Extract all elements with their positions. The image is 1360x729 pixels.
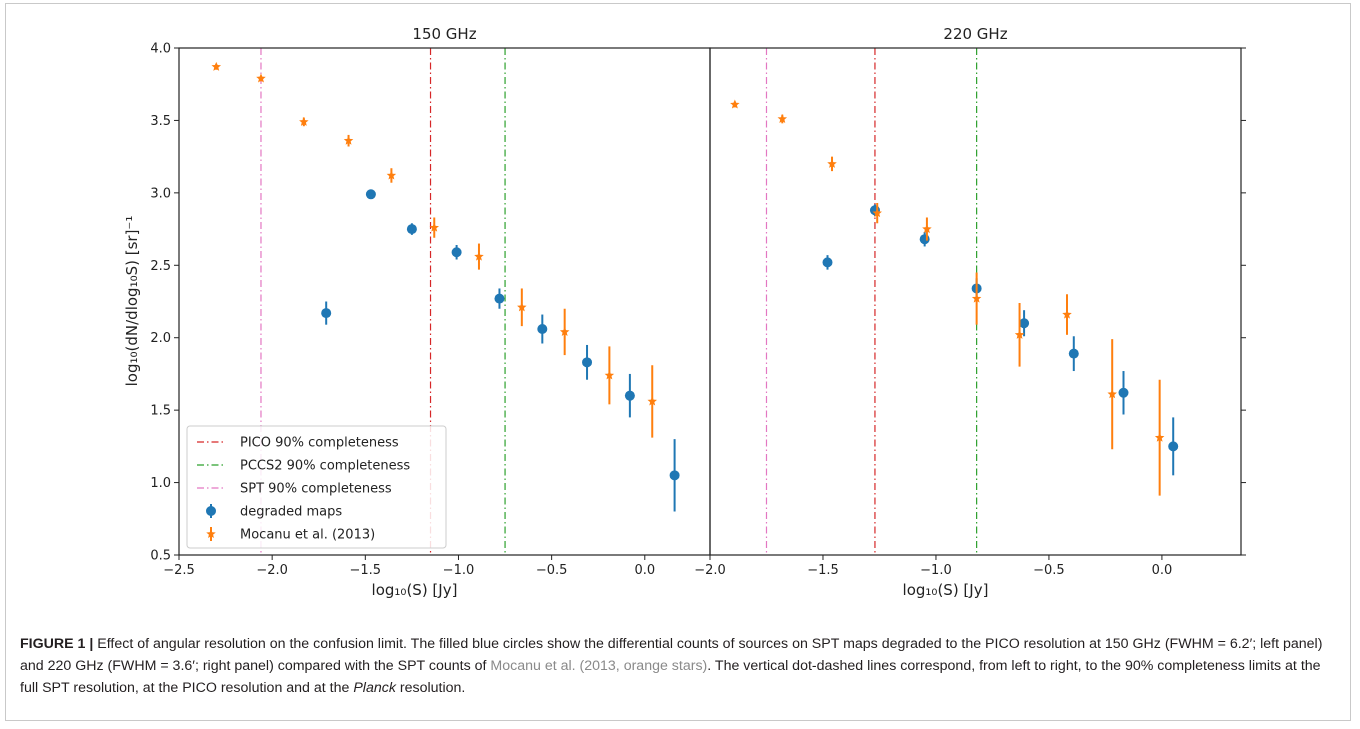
legend-label-pccs2: PCCS2 90% completeness	[240, 459, 410, 474]
degraded-point	[1019, 318, 1029, 328]
x-tick-label: −0.5	[536, 563, 568, 578]
degraded-point	[366, 189, 376, 199]
legend-label-pico: PICO 90% completeness	[240, 436, 399, 451]
panel-title: 150 GHz	[412, 25, 476, 43]
caption-planck: Planck	[353, 680, 396, 696]
x-tick-label: −2.0	[256, 563, 288, 578]
chart: −2.5 −2.0 −1.5 −1.0 −0.5 0.0 0.5 1.0 1.5 2.0 2.5 3.…	[0, 0, 1360, 630]
legend-label-mocanu: Mocanu et al. (2013)	[240, 528, 375, 543]
degraded-point	[1168, 441, 1178, 451]
x-tick-label: 0.0	[634, 563, 655, 578]
degraded-point	[1069, 349, 1079, 359]
x-tick-label: −2.0	[694, 563, 726, 578]
panel-220ghz: −2.0 −1.5 −1.0 −0.5 0.0 220 GHz log₁₀(S) [Jy]	[694, 25, 1246, 599]
degraded-point	[321, 308, 331, 318]
degraded-point	[1119, 388, 1129, 398]
degraded-point	[822, 257, 832, 267]
x-tick-label: −1.0	[920, 563, 952, 578]
caption-label: FIGURE 1 |	[20, 636, 93, 652]
degraded-point	[494, 294, 504, 304]
y-tick-label: 4.0	[150, 42, 171, 57]
y-tick-label: 0.5	[150, 549, 171, 564]
legend-label-degraded: degraded maps	[240, 505, 342, 520]
y-tick-label: 2.5	[150, 259, 171, 274]
degraded-point	[582, 357, 592, 367]
caption-text-3: resolution.	[396, 680, 465, 696]
y-tick-label: 2.0	[150, 331, 171, 346]
x-tick-label: −1.5	[350, 563, 382, 578]
legend-label-spt: SPT 90% completeness	[240, 482, 392, 497]
x-tick-label: −0.5	[1033, 563, 1065, 578]
x-tick-label: −1.5	[807, 563, 839, 578]
degraded-point	[537, 324, 547, 334]
degraded-point	[452, 247, 462, 257]
x-tick-label: −1.0	[443, 563, 475, 578]
panel-title: 220 GHz	[943, 25, 1007, 43]
x-tick-label: −2.5	[163, 563, 195, 578]
y-tick-label: 3.5	[150, 114, 171, 129]
y-tick-label: 1.0	[150, 476, 171, 491]
y-tick-label: 3.0	[150, 186, 171, 201]
figure-caption: FIGURE 1 | Effect of angular resolution …	[20, 633, 1340, 699]
degraded-point	[670, 470, 680, 480]
degraded-point	[407, 224, 417, 234]
degraded-point	[920, 234, 930, 244]
y-tick-label: 1.5	[150, 404, 171, 419]
x-axis-label: log₁₀(S) [Jy]	[372, 581, 458, 599]
legend: PICO 90% completeness PCCS2 90% completen…	[187, 426, 446, 548]
x-axis-label: log₁₀(S) [Jy]	[903, 581, 989, 599]
y-axis-label: log₁₀(dN/dlog₁₀S) [sr]⁻¹	[123, 216, 141, 387]
degraded-point	[625, 391, 635, 401]
caption-reference-link[interactable]: Mocanu et al. (2013, orange stars)	[490, 658, 707, 674]
x-tick-label: 0.0	[1152, 563, 1173, 578]
legend-swatch-degraded	[206, 506, 216, 516]
